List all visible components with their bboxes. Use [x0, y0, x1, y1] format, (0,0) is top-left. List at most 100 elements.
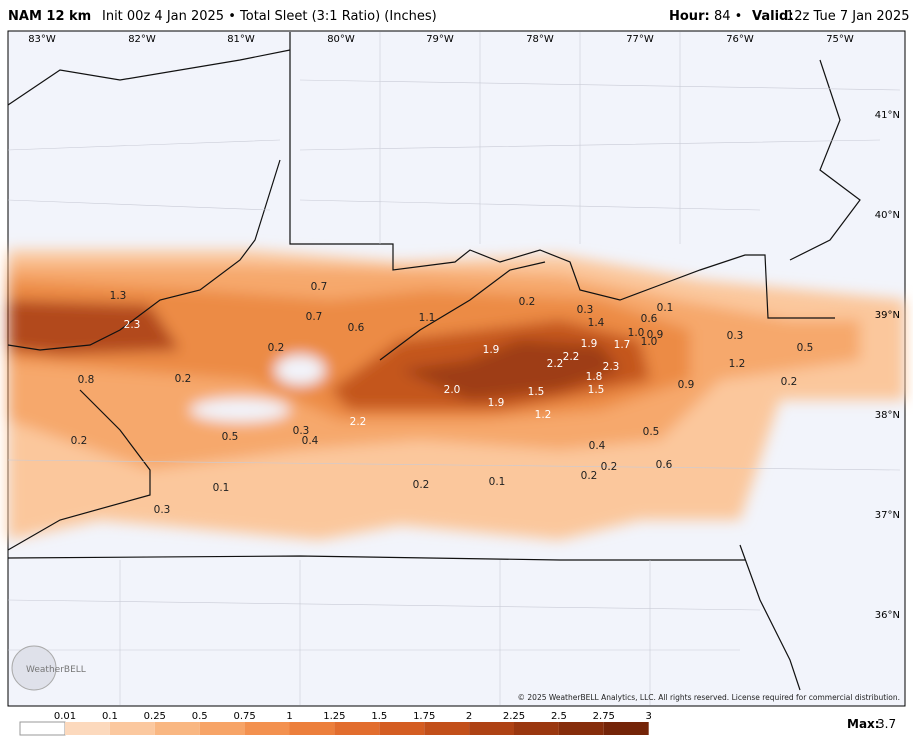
longitude-label: 82°W	[128, 34, 156, 45]
value-label: 1.0	[628, 327, 645, 339]
value-label: 0.2	[601, 461, 618, 473]
value-label: 2.2	[547, 358, 564, 370]
value-label: 1.2	[535, 409, 552, 421]
colorbar-label: 0.1	[102, 711, 118, 722]
value-label: 0.5	[643, 426, 660, 438]
colorbar-label: 2.75	[593, 711, 615, 722]
colorbar-label: 2.5	[551, 711, 567, 722]
value-label: 0.2	[519, 296, 536, 308]
longitude-label: 80°W	[327, 34, 355, 45]
colorbar-segment	[199, 722, 245, 735]
value-label: 0.7	[306, 311, 323, 323]
value-label: 0.6	[348, 322, 365, 334]
longitude-label: 83°W	[28, 34, 56, 45]
map-description: Init 00z 4 Jan 2025 • Total Sleet (3:1 R…	[102, 9, 437, 24]
colorbar-segment	[334, 722, 380, 735]
longitude-labels: 83°W 82°W 81°W 80°W 79°W 78°W 77°W 76°W 75°W	[28, 34, 854, 45]
latitude-label: 39°N	[875, 310, 900, 321]
colorbar-label: 0.01	[54, 711, 76, 722]
value-label: 0.3	[293, 425, 310, 437]
value-label: 1.9	[581, 338, 598, 350]
value-labels: 1.32.30.8 0.20.20.70.70.61.10.20.31.40.10…	[71, 281, 814, 516]
value-label: 0.2	[581, 470, 598, 482]
colorbar-segment	[514, 722, 559, 735]
latitude-label: 36°N	[875, 610, 900, 621]
colorbar-label: 2.25	[503, 711, 525, 722]
value-label: 1.9	[488, 397, 505, 409]
value-label: 1.3	[110, 290, 127, 302]
value-label: 0.5	[797, 342, 814, 354]
copyright: © 2025 WeatherBELL Analytics, LLC. All r…	[518, 693, 900, 702]
hour-label: Hour:	[669, 9, 710, 24]
value-label: 0.2	[781, 376, 798, 388]
value-label: 0.9	[678, 379, 695, 391]
sleet-shading	[8, 250, 905, 540]
value-label: 0.3	[727, 330, 744, 342]
longitude-label: 76°W	[726, 34, 754, 45]
latitude-label: 41°N	[875, 110, 900, 121]
value-label: 2.3	[124, 319, 141, 331]
model-name: NAM 12 km	[8, 9, 91, 24]
value-label: 2.0	[444, 384, 461, 396]
value-label: 0.4	[302, 435, 319, 447]
boundaries	[7, 32, 861, 691]
value-label: 1.0	[641, 336, 658, 348]
max-label: Max:	[847, 717, 880, 731]
value-label: 2.2	[563, 351, 580, 363]
latitude-label: 38°N	[875, 410, 900, 421]
county-lines	[7, 32, 901, 705]
value-label: 0.3	[577, 304, 594, 316]
value-label: 1.9	[483, 344, 500, 356]
colorbar-segment	[154, 722, 200, 735]
value-label: 0.2	[413, 479, 430, 491]
longitude-label: 81°W	[227, 34, 255, 45]
value-label: 1.1	[419, 312, 436, 324]
colorbar-segment	[379, 722, 425, 735]
value-label: 0.7	[311, 281, 328, 293]
colorbar-label: 1	[286, 711, 292, 722]
value-label: 0.3	[154, 504, 171, 516]
value-label: 0.2	[175, 373, 192, 385]
colorbar-label: 0.5	[192, 711, 208, 722]
valid-time: 12z Tue 7 Jan 2025	[786, 9, 910, 24]
value-label: 1.8	[586, 371, 603, 383]
colorbar-label: 1.5	[371, 711, 387, 722]
logo: WeatherBELL	[26, 665, 86, 675]
value-label: 0.2	[71, 435, 88, 447]
colorbar-segment	[65, 722, 110, 735]
max-value: 3.7	[877, 717, 896, 731]
latitude-labels: 41°N 40°N 39°N 38°N 37°N 36°N	[875, 110, 900, 621]
colorbar-label: 1.75	[413, 711, 435, 722]
colorbar-label: 1.25	[323, 711, 345, 722]
longitude-label: 79°W	[426, 34, 454, 45]
value-label: 1.7	[614, 339, 631, 351]
colorbar-segment	[424, 722, 470, 735]
value-label: 0.8	[78, 374, 95, 386]
colorbar-segment	[469, 722, 514, 735]
colorbar-segment	[244, 722, 290, 735]
value-label: 1.2	[729, 358, 746, 370]
value-label: 2.2	[350, 416, 367, 428]
value-label: 0.1	[657, 302, 674, 314]
hour: 84 •	[714, 9, 742, 24]
colorbar: 0.01 0.1 0.25 0.5 0.75 1 1.25 1.5 1.75 2 2.25 2.5 2.…	[19, 711, 652, 736]
value-label: 0.6	[656, 459, 673, 471]
colorbar-segment	[289, 722, 335, 735]
value-label: 0.5	[222, 431, 239, 443]
colorbar-label: 2	[466, 711, 472, 722]
value-label: 0.6	[641, 313, 658, 325]
value-label: 0.1	[213, 482, 230, 494]
colorbar-segment	[109, 722, 155, 735]
colorbar-segment	[19, 721, 66, 736]
latitude-label: 37°N	[875, 510, 900, 521]
longitude-label: 78°W	[526, 34, 554, 45]
value-label: 1.5	[588, 384, 605, 396]
valid-label: Valid:	[752, 9, 794, 24]
colorbar-label: 3	[646, 711, 652, 722]
value-label: 0.2	[268, 342, 285, 354]
longitude-label: 75°W	[826, 34, 854, 45]
logo-mark	[11, 645, 57, 691]
longitude-label: 77°W	[626, 34, 654, 45]
